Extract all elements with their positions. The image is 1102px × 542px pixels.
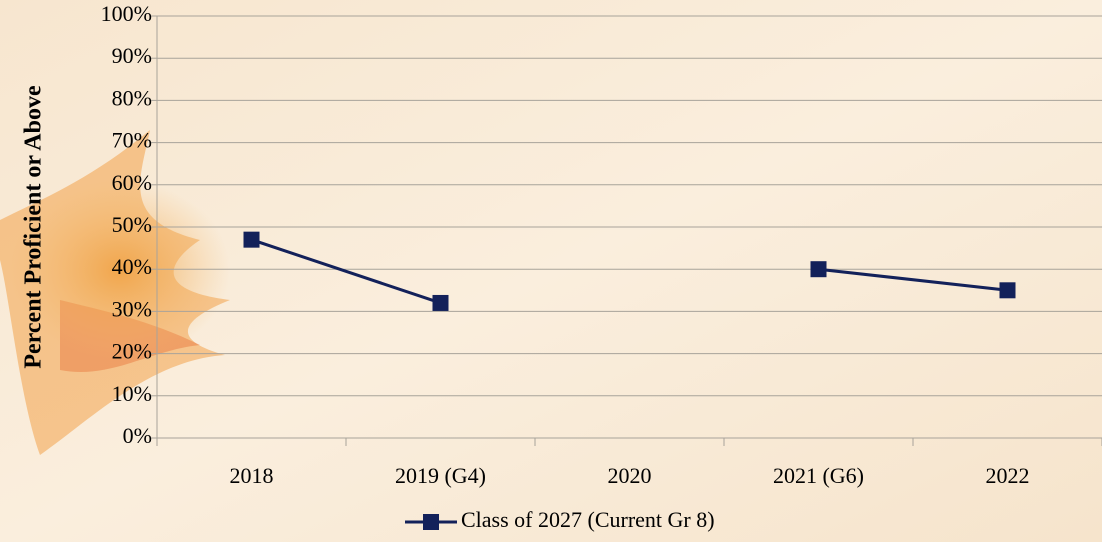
y-tick-label: 70% xyxy=(112,128,152,153)
point-marker xyxy=(810,261,827,278)
legend-label: Class of 2027 (Current Gr 8) xyxy=(461,507,715,532)
y-tick-label: 30% xyxy=(112,296,152,321)
watercolor xyxy=(10,180,230,360)
x-tick-label: 2018 xyxy=(230,463,274,488)
y-tick-label: 40% xyxy=(112,254,152,279)
y-tick-label: 0% xyxy=(123,423,152,448)
y-tick-label: 80% xyxy=(112,85,152,110)
x-tick-label: 2022 xyxy=(986,463,1030,488)
point-marker xyxy=(999,282,1016,299)
x-tick-label: 2020 xyxy=(608,463,652,488)
point-marker xyxy=(243,231,260,248)
y-tick-label: 60% xyxy=(112,170,152,195)
point-marker xyxy=(432,294,449,311)
y-tick-label: 10% xyxy=(112,381,152,406)
series-line xyxy=(251,238,1008,305)
x-tick-label: 2019 (G4) xyxy=(395,463,486,488)
y-tick-label: 50% xyxy=(112,212,152,237)
legend-marker xyxy=(423,514,439,530)
y-tick-label: 90% xyxy=(112,43,152,68)
x-tick-label: 2021 (G6) xyxy=(773,463,864,488)
y-tick-label: 100% xyxy=(101,1,152,26)
y-tick-label: 20% xyxy=(112,339,152,364)
y-axis-label: Percent Proficient or Above xyxy=(21,85,47,369)
